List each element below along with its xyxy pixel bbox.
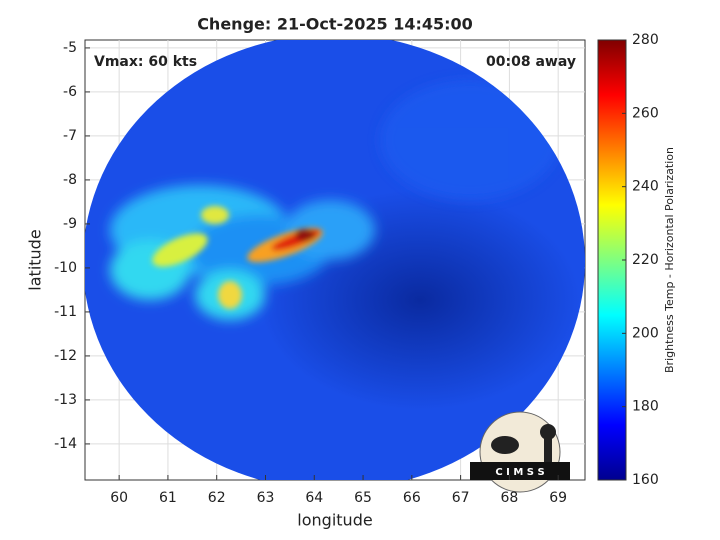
annotation: 00:08 away bbox=[486, 54, 576, 70]
colorbar-tick-label: 200 bbox=[632, 325, 659, 341]
x-tick-label: 61 bbox=[159, 490, 177, 506]
y-axis-label: latitude bbox=[26, 229, 45, 290]
y-tick-label: -13 bbox=[54, 392, 77, 408]
y-tick-label: -9 bbox=[63, 216, 77, 232]
x-tick-label: 67 bbox=[452, 490, 470, 506]
x-axis-label: longitude bbox=[297, 511, 372, 530]
colorbar-tick-label: 180 bbox=[632, 399, 659, 415]
colorbar bbox=[597, 39, 627, 481]
annotation: Vmax: 60 kts bbox=[94, 54, 197, 70]
colorbar-tick-label: 260 bbox=[632, 105, 659, 121]
x-tick-label: 66 bbox=[403, 490, 421, 506]
colorbar-tick-label: 280 bbox=[632, 32, 659, 48]
chart-title: Chenge: 21-Oct-2025 14:45:00 bbox=[197, 15, 473, 34]
x-tick-label: 63 bbox=[257, 490, 275, 506]
y-tick-label: -8 bbox=[63, 172, 77, 188]
colorbar-tick-label: 220 bbox=[632, 252, 659, 268]
colorbar-tick-label: 240 bbox=[632, 179, 659, 195]
y-tick-label: -14 bbox=[54, 436, 77, 452]
y-tick-label: -12 bbox=[54, 348, 77, 364]
y-tick-label: -10 bbox=[54, 260, 77, 276]
y-tick-label: -5 bbox=[63, 40, 77, 56]
x-tick-label: 62 bbox=[208, 490, 226, 506]
colorbar-label: Brightness Temp - Horizontal Polarizatio… bbox=[663, 147, 676, 373]
logo: C I M S S bbox=[470, 411, 570, 493]
y-tick-label: -6 bbox=[63, 84, 77, 100]
x-tick-label: 69 bbox=[549, 490, 567, 506]
y-tick-label: -7 bbox=[63, 128, 77, 144]
colorbar-tick-label: 160 bbox=[632, 472, 659, 488]
y-tick-label: -11 bbox=[54, 304, 77, 320]
logo-text: C I M S S bbox=[495, 467, 544, 478]
x-tick-label: 65 bbox=[354, 490, 372, 506]
x-tick-label: 60 bbox=[110, 490, 128, 506]
image bbox=[85, 40, 585, 480]
x-tick-label: 64 bbox=[305, 490, 323, 506]
x-tick-label: 68 bbox=[500, 490, 518, 506]
